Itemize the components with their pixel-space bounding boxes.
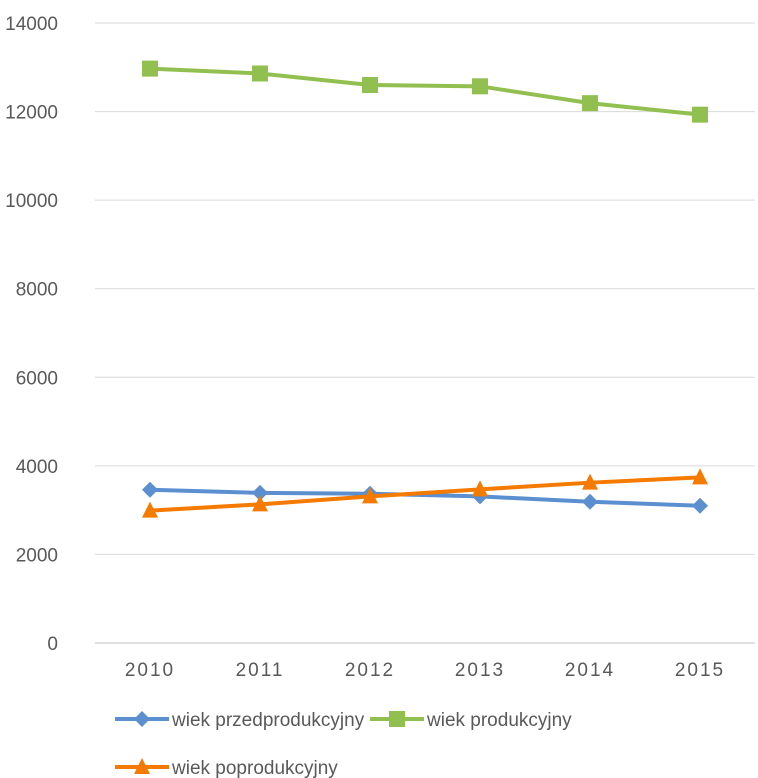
data-point (692, 468, 708, 485)
x-tick-label: 2014 (565, 660, 615, 681)
y-tick-label: 0 (47, 634, 58, 655)
legend-item: wiek poprodukcyjny (115, 758, 338, 778)
series-line (149, 475, 701, 513)
legend-label: wiek poprodukcyjny (171, 758, 338, 778)
x-axis-ticks: 2010 2011 2012 2013 2014 2015 (125, 660, 725, 681)
series-line (149, 66, 701, 117)
data-point (582, 95, 598, 112)
data-point (582, 473, 598, 490)
data-point (142, 60, 158, 77)
legend: wiek przedprodukcyjny wiek produkcyjny wie… (115, 710, 572, 778)
data-point (362, 77, 378, 93)
gridlines (95, 22, 755, 644)
x-tick-label: 2011 (236, 660, 285, 681)
y-tick-label: 10000 (5, 191, 58, 212)
data-point (582, 493, 598, 510)
x-tick-label: 2013 (455, 660, 505, 681)
legend-marker (134, 711, 150, 727)
series-line (149, 487, 701, 508)
data-point (692, 106, 708, 123)
data-point (252, 484, 268, 501)
data-point (472, 480, 488, 497)
x-tick-label: 2012 (345, 660, 395, 681)
series-0 (142, 481, 708, 514)
x-tick-label: 2015 (675, 660, 725, 681)
y-tick-label: 14000 (5, 14, 58, 35)
legend-label: wiek produkcyjny (426, 710, 572, 731)
y-axis-ticks: 0 2000 4000 6000 8000 10000 12000 14000 (5, 14, 58, 655)
y-tick-label: 6000 (16, 368, 58, 389)
data-point (692, 497, 708, 514)
y-tick-label: 8000 (16, 280, 58, 301)
series-layer (142, 60, 708, 518)
y-tick-label: 12000 (5, 103, 58, 124)
series-2 (142, 468, 708, 518)
data-point (142, 501, 158, 518)
legend-label: wiek przedprodukcyjny (171, 710, 365, 731)
data-point (252, 495, 268, 512)
y-tick-label: 4000 (16, 457, 58, 478)
x-tick-label: 2010 (125, 660, 175, 681)
y-tick-label: 2000 (16, 545, 58, 566)
data-point (362, 487, 378, 504)
data-point (472, 78, 488, 95)
legend-item: wiek produkcyjny (370, 710, 572, 731)
legend-marker (389, 711, 405, 727)
legend-marker (134, 758, 150, 774)
series-1 (142, 60, 708, 123)
data-point (252, 65, 268, 82)
legend-item: wiek przedprodukcyjny (115, 710, 365, 731)
data-point (142, 481, 158, 498)
